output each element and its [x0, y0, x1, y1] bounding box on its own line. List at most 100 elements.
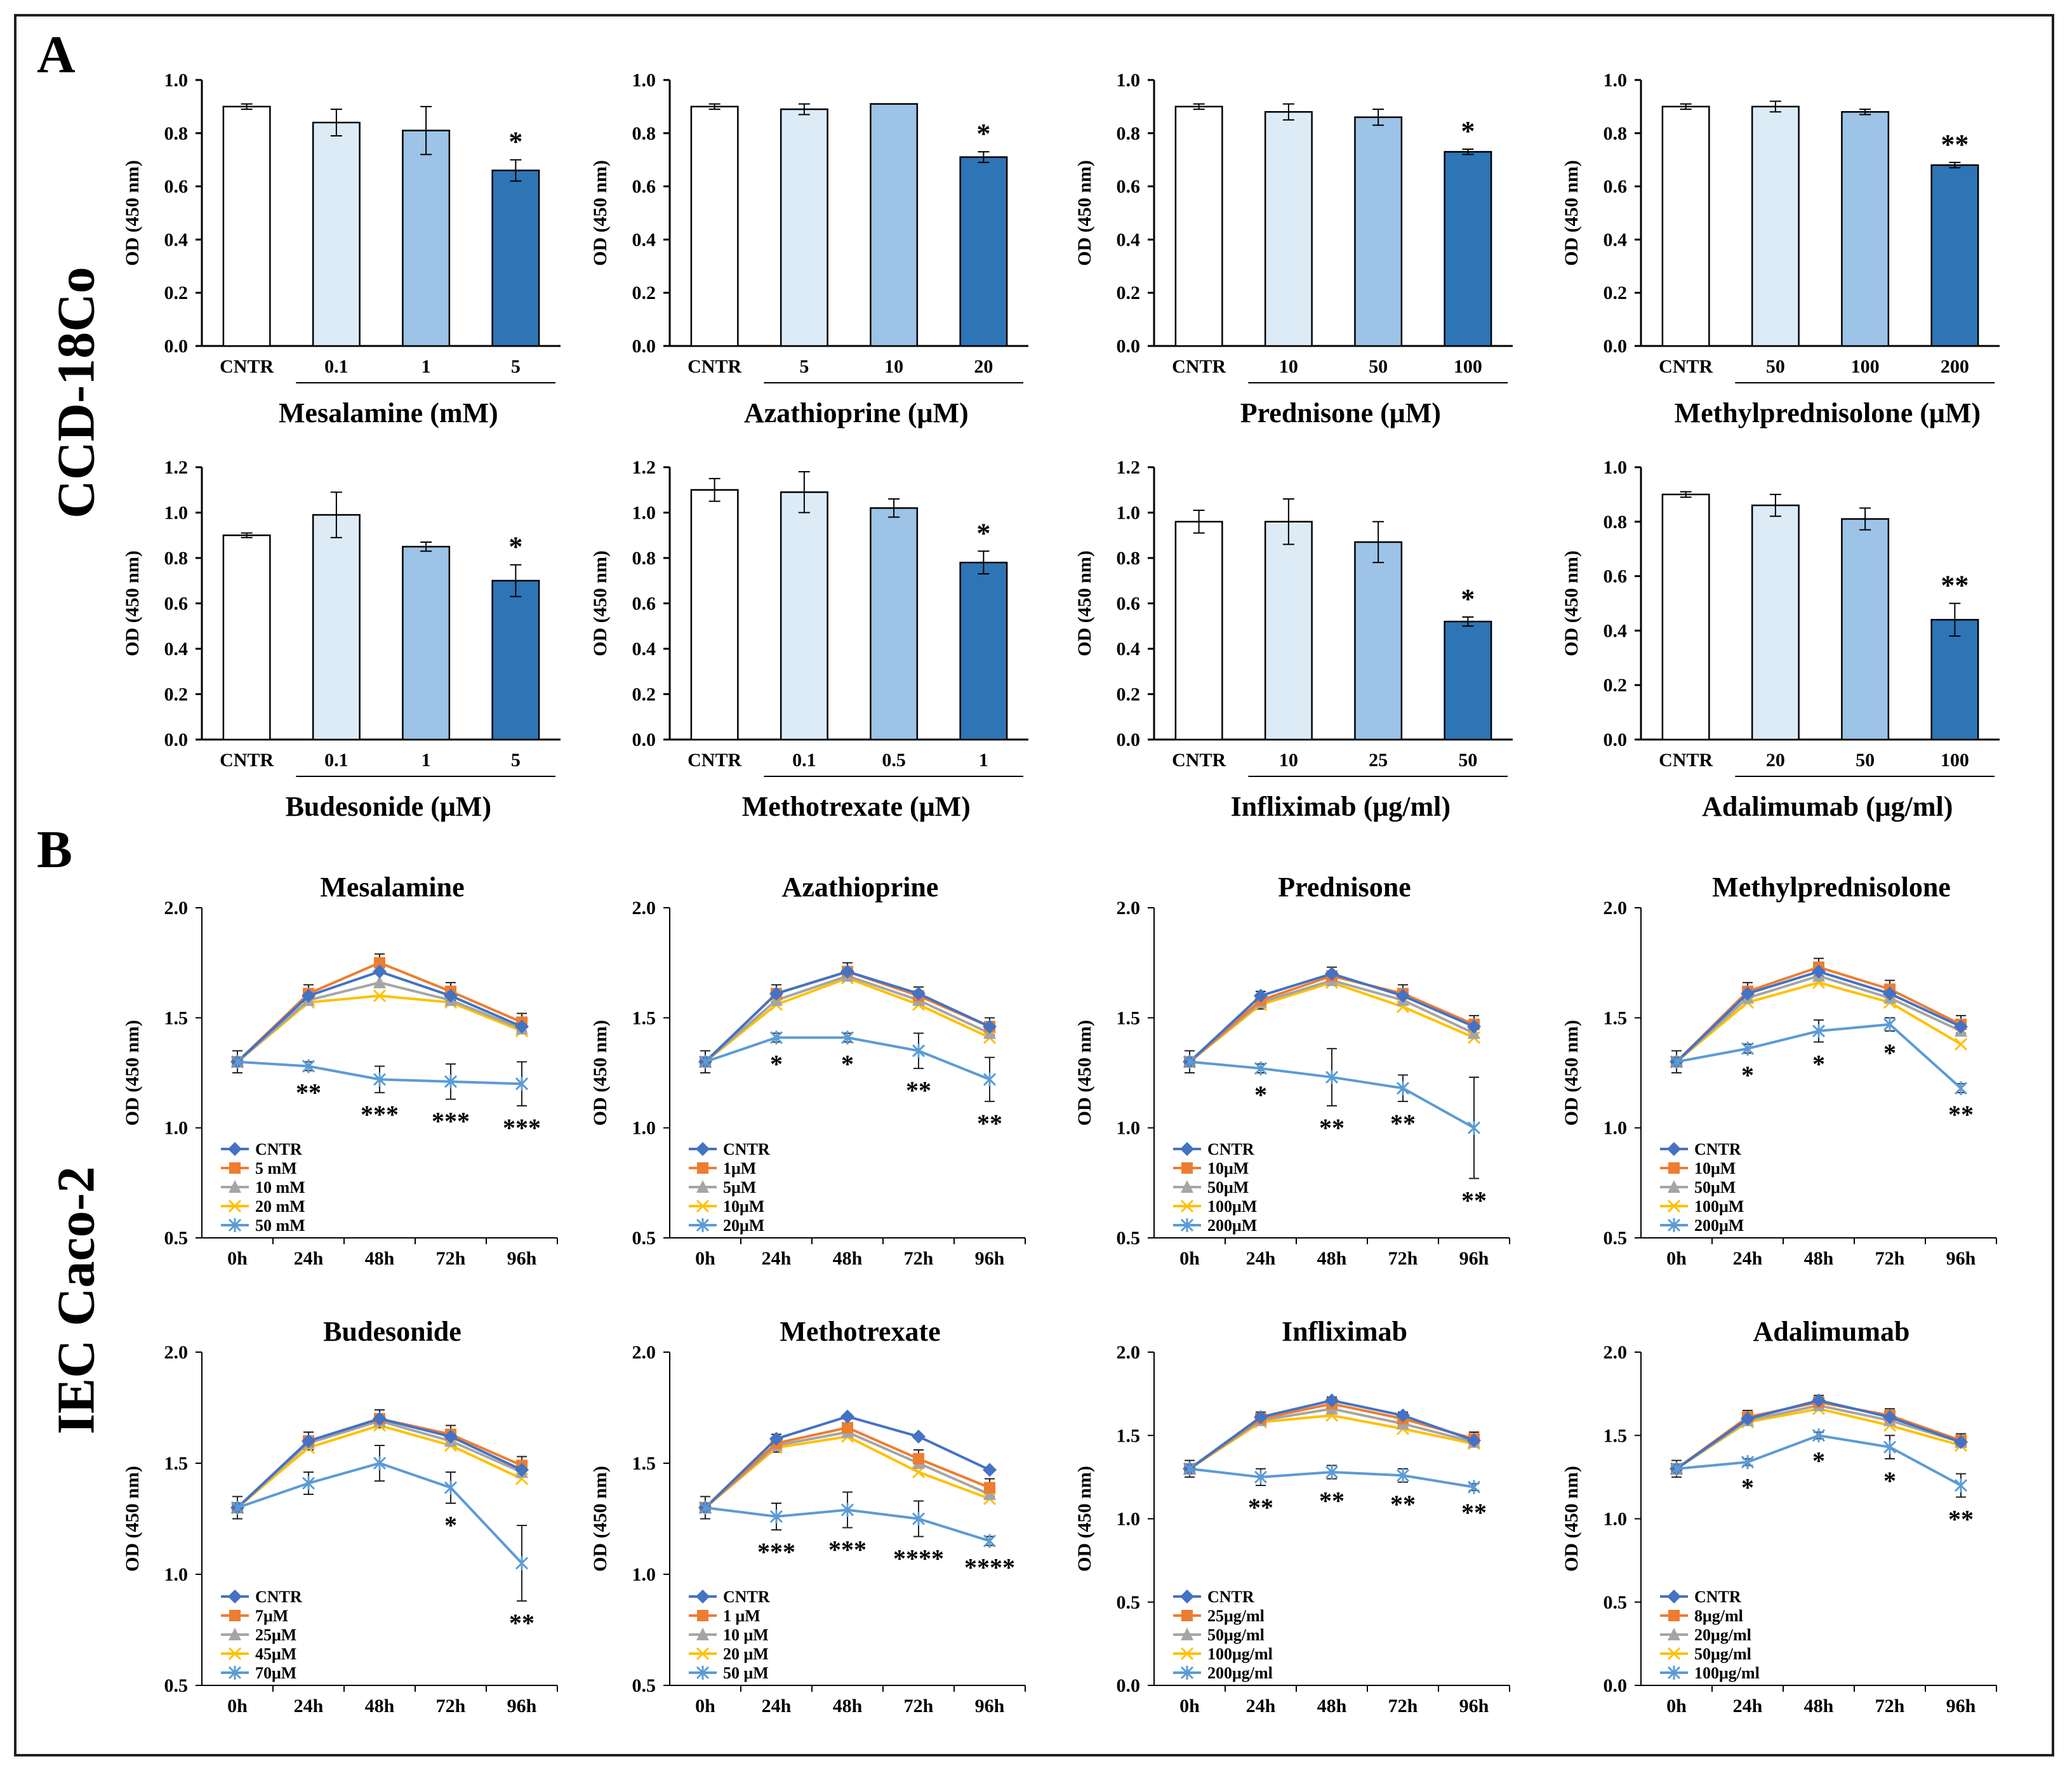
marker-square [697, 1610, 708, 1621]
y-tick-label: 0.6 [1117, 176, 1141, 197]
x-tick-label: 96h [1946, 1696, 1976, 1717]
y-tick-label: 1.0 [1604, 1509, 1628, 1530]
marker-x [1180, 1199, 1194, 1213]
x-tick-label: 10 [1279, 750, 1298, 771]
y-tick-label: 0.6 [632, 176, 656, 197]
significance-mark: * [508, 126, 522, 157]
y-tick-label: 1.0 [632, 1564, 656, 1585]
chart-title: Budesonide [323, 1316, 462, 1347]
y-tick-label: 0.6 [164, 594, 189, 614]
significance-mark: ** [1248, 1493, 1273, 1522]
marker-diamond [840, 1409, 854, 1424]
marker-diamond [515, 1019, 529, 1034]
bar-1 [959, 561, 1008, 741]
bar-50 [1841, 518, 1890, 741]
marker-x [1667, 1647, 1681, 1661]
y-tick-label: 1.0 [1604, 457, 1628, 478]
marker-square [1668, 1162, 1680, 1174]
marker-square [1181, 1610, 1193, 1621]
significance-mark: * [1461, 116, 1475, 147]
x-tick-label: 50 [1766, 356, 1785, 377]
marker-triangle [229, 1180, 241, 1193]
x-axis-label: Adalimumab (μg/ml) [1702, 791, 1953, 822]
x-tick-label: 96h [507, 1696, 537, 1717]
significance-mark: * [770, 1049, 783, 1078]
x-tick-label: 25 [1369, 750, 1388, 771]
x-tick-label: 24h [1733, 1248, 1763, 1269]
y-tick-label: 0.4 [1117, 639, 1141, 660]
marker-x [696, 1199, 710, 1213]
bar-CNTR [222, 105, 271, 347]
bar-50 [1354, 116, 1403, 347]
y-axis-label: OD (450 nm) [1561, 160, 1582, 266]
y-tick-label: 1.5 [632, 1453, 656, 1474]
y-tick-label: 1.5 [632, 1007, 656, 1028]
y-tick-label: 1.0 [164, 1564, 189, 1585]
x-tick-label: CNTR [1172, 356, 1226, 377]
y-tick-label: 0.4 [164, 639, 189, 660]
legend-label: 10 μM [723, 1626, 769, 1644]
marker-square [1181, 1162, 1193, 1174]
y-tick-label: 0.6 [1117, 594, 1141, 614]
y-tick-label: 0.2 [632, 684, 656, 705]
x-axis-label: Methylprednisolone (μM) [1675, 397, 1981, 428]
significance-mark: * [1812, 1049, 1825, 1078]
x-tick-label: 96h [1459, 1248, 1489, 1269]
significance-mark: ** [1941, 129, 1969, 160]
significance-mark: * [1883, 1466, 1896, 1495]
significance-mark: * [1254, 1080, 1267, 1109]
marker-square [842, 1422, 853, 1433]
chart-title: Prednisone [1278, 872, 1411, 903]
x-tick-label: 0.1 [792, 750, 816, 771]
x-tick-label: 20 [1766, 750, 1785, 771]
x-tick-label: 96h [975, 1248, 1005, 1269]
y-tick-label: 0.5 [632, 1228, 656, 1249]
y-tick-label: 2.0 [164, 1342, 189, 1363]
legend-label: 200μM [1207, 1216, 1257, 1235]
x-tick-label: CNTR [220, 750, 274, 771]
y-tick-label: 0.5 [1604, 1592, 1628, 1613]
x-tick-label: 24h [1246, 1696, 1276, 1717]
x-tick-label: 100 [1941, 750, 1969, 771]
y-axis-label: OD (450 nm) [1074, 160, 1095, 266]
significance-mark: ** [1390, 1490, 1416, 1518]
significance-mark: * [976, 517, 990, 548]
bar-CNTR [690, 489, 739, 741]
bar-chart-5: 0.0 0.2 0.4 0.6 0.8 1.0 1.2 OD (450 nm) CNTR 0.1 0… [590, 457, 1028, 822]
legend-label: 50μg/ml [1207, 1626, 1265, 1644]
marker-diamond [1954, 1435, 1968, 1449]
legend-label: CNTR [1694, 1140, 1741, 1159]
x-tick-label: 48h [1317, 1248, 1347, 1269]
legend-label: 25μM [255, 1626, 296, 1644]
significance-mark: **** [964, 1553, 1015, 1582]
significance-mark: *** [432, 1107, 470, 1136]
marker-diamond [769, 986, 783, 1001]
x-axis-label: Budesonide (μM) [286, 791, 491, 822]
legend-label: CNTR [723, 1140, 770, 1159]
y-tick-label: 1.0 [1117, 1118, 1141, 1139]
y-tick-label: 0.8 [632, 123, 656, 144]
x-tick-label: 48h [365, 1248, 395, 1269]
y-axis-label: OD (450 nm) [1561, 1466, 1582, 1572]
x-tick-label: 10 [1279, 356, 1298, 377]
x-tick-label: 48h [833, 1696, 863, 1717]
y-axis-label: OD (450 nm) [122, 550, 143, 656]
x-tick-label: 100 [1454, 356, 1482, 377]
bar-CNTR [1661, 105, 1710, 347]
significance-mark: ** [1319, 1487, 1345, 1515]
marker-x [228, 1199, 242, 1213]
y-tick-label: 0.6 [1604, 176, 1628, 197]
x-tick-label: 24h [1246, 1248, 1276, 1269]
marker-square [984, 1482, 995, 1494]
x-axis-label: Prednisone (μM) [1240, 397, 1441, 428]
bar-10 [870, 103, 919, 347]
y-tick-label: 0.2 [1604, 675, 1628, 696]
legend-label: 1 μM [723, 1607, 760, 1625]
marker-x [696, 1647, 710, 1661]
marker-triangle [983, 1487, 996, 1500]
marker-diamond [1180, 1142, 1194, 1156]
x-tick-label: CNTR [220, 356, 274, 377]
bar-chart-1: 0.0 0.2 0.4 0.6 0.8 1.0 OD (450 nm) CNTR 5 10 * 20A… [590, 70, 1028, 428]
significance-mark: * [1741, 1061, 1754, 1089]
chart-title: Azathioprine [782, 872, 939, 903]
